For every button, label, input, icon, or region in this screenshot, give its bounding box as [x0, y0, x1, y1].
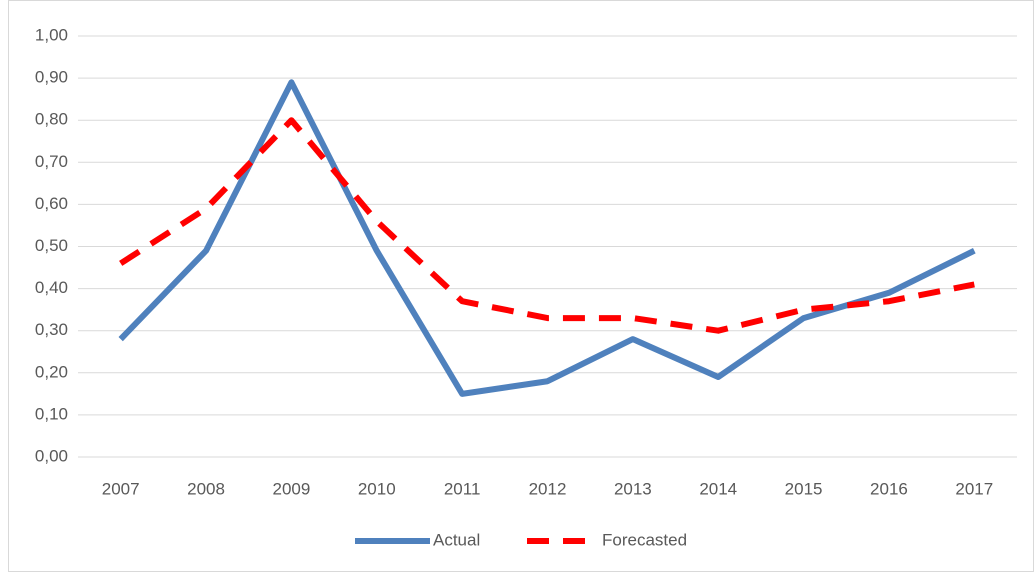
x-tick-label: 2014 [699, 479, 737, 498]
x-tick-label: 2012 [529, 479, 567, 498]
x-tick-label: 2016 [870, 479, 908, 498]
x-tick-label: 2015 [785, 479, 823, 498]
x-tick-label: 2013 [614, 479, 652, 498]
y-tick-label: 0,30 [35, 320, 68, 339]
y-tick-label: 0,80 [35, 110, 68, 129]
x-tick-label: 2008 [187, 479, 225, 498]
y-tick-label: 1,00 [35, 25, 68, 44]
y-tick-label: 0,00 [35, 446, 68, 465]
legend-label: Actual [433, 530, 480, 549]
x-tick-label: 2017 [955, 479, 993, 498]
x-tick-label: 2010 [358, 479, 396, 498]
y-tick-label: 0,90 [35, 68, 68, 87]
y-tick-label: 0,50 [35, 236, 68, 255]
series-line [119, 117, 975, 334]
y-tick-label: 0,70 [35, 152, 68, 171]
x-tick-label: 2007 [102, 479, 140, 498]
chart-border [8, 0, 1034, 572]
x-tick-label: 2011 [444, 479, 481, 498]
y-tick-label: 0,10 [35, 404, 68, 423]
y-tick-label: 0,60 [35, 194, 68, 213]
y-tick-label: 0,40 [35, 278, 68, 297]
legend-label: Forecasted [602, 530, 687, 549]
y-tick-label: 0,20 [35, 362, 68, 381]
x-tick-label: 2009 [272, 479, 310, 498]
